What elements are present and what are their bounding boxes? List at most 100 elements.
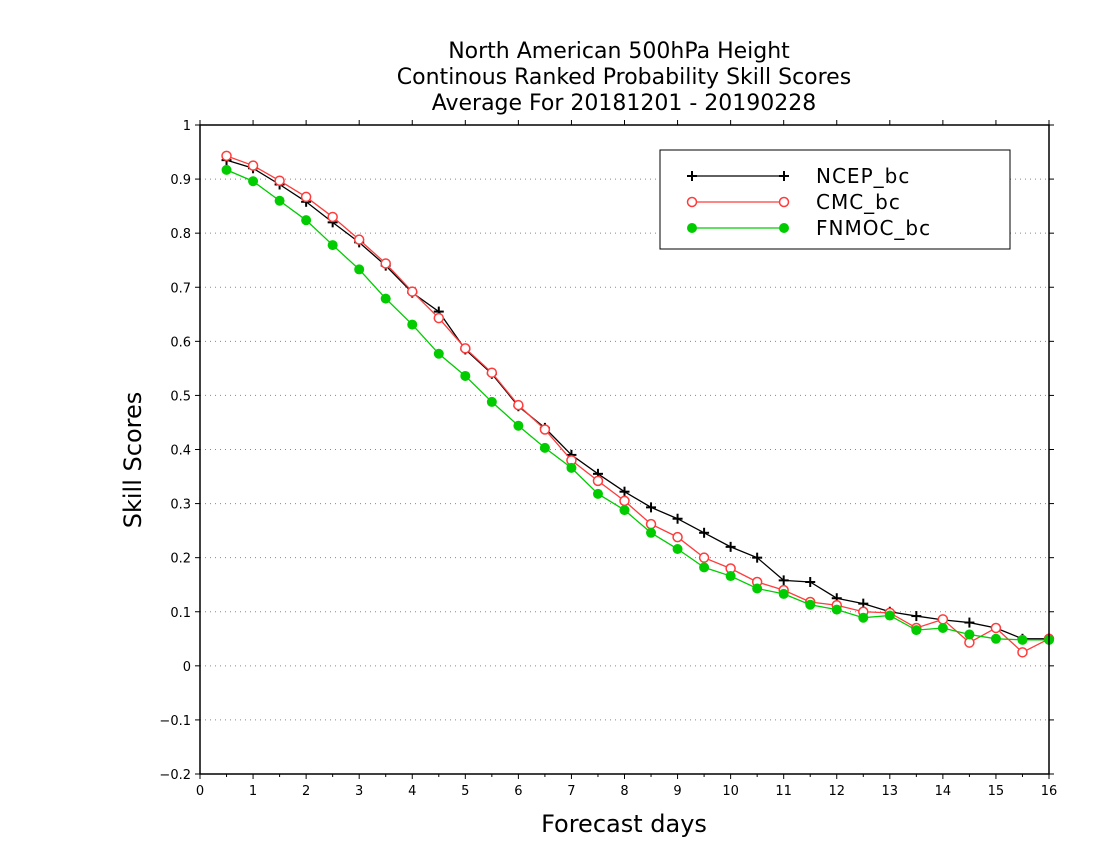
data-point bbox=[725, 541, 736, 552]
title-line-1: North American 500hPa Height bbox=[448, 39, 790, 64]
y-axis: −0.2 −0.1 0 0.1 0.2 0.3 0.4 0.5 0.6 0.7 0.8 0.9 1 bbox=[159, 119, 1054, 783]
data-point bbox=[486, 367, 498, 378]
x-tick-label: 0 bbox=[196, 784, 204, 799]
data-point bbox=[592, 475, 604, 487]
data-point bbox=[566, 462, 577, 473]
x-tick-label: 14 bbox=[935, 784, 952, 799]
data-point bbox=[433, 312, 445, 324]
y-tick-label: −0.2 bbox=[159, 768, 191, 783]
legend-item: FNMOC_bc bbox=[687, 216, 931, 240]
data-point bbox=[990, 633, 1001, 644]
data-point bbox=[327, 211, 338, 223]
x-tick-label: 7 bbox=[567, 784, 575, 799]
data-point bbox=[964, 617, 975, 628]
data-point bbox=[460, 343, 471, 354]
data-point bbox=[699, 527, 710, 538]
data-point bbox=[433, 348, 444, 359]
data-point bbox=[619, 486, 630, 497]
data-point bbox=[513, 420, 524, 431]
data-point bbox=[725, 571, 736, 582]
data-point bbox=[247, 160, 259, 171]
x-tick-label: 10 bbox=[722, 784, 739, 799]
x-tick-label: 11 bbox=[775, 784, 792, 799]
y-tick-label: 0 bbox=[183, 660, 191, 675]
series-cmc-bc bbox=[221, 150, 1055, 658]
data-point bbox=[327, 240, 338, 251]
legend-item: NCEP_bc bbox=[687, 164, 910, 188]
data-point bbox=[353, 234, 365, 245]
legend-marker bbox=[687, 171, 697, 181]
y-tick-label: 1 bbox=[183, 119, 191, 134]
data-point bbox=[964, 629, 975, 640]
data-point bbox=[619, 495, 630, 507]
data-point bbox=[698, 552, 710, 563]
data-point bbox=[221, 150, 232, 162]
y-tick-label: 0.7 bbox=[170, 281, 191, 296]
data-point bbox=[937, 614, 949, 625]
data-point bbox=[645, 518, 657, 530]
x-tick-label: 9 bbox=[673, 784, 681, 799]
data-point bbox=[407, 286, 418, 297]
data-point bbox=[539, 424, 551, 435]
data-point bbox=[513, 399, 524, 411]
data-point bbox=[221, 164, 232, 175]
data-point bbox=[354, 264, 365, 275]
y-tick-label: 0.5 bbox=[170, 389, 191, 404]
data-point bbox=[646, 527, 657, 538]
x-tick-label: 1 bbox=[249, 784, 257, 799]
data-point bbox=[672, 531, 683, 543]
y-axis-label: Skill Scores bbox=[119, 392, 147, 529]
y-tick-label: 0.2 bbox=[170, 552, 191, 567]
data-point bbox=[884, 610, 895, 621]
data-point bbox=[592, 488, 603, 499]
data-point bbox=[672, 544, 683, 555]
data-point bbox=[486, 396, 497, 407]
data-point bbox=[274, 195, 285, 206]
legend-label: FNMOC_bc bbox=[816, 216, 931, 240]
data-point bbox=[778, 588, 789, 599]
title-line-2: Continous Ranked Probability Skill Score… bbox=[397, 65, 851, 90]
series-layer bbox=[221, 150, 1055, 658]
data-point bbox=[1017, 647, 1028, 658]
y-tick-label: 0.1 bbox=[170, 606, 191, 621]
data-point bbox=[911, 625, 922, 636]
data-point bbox=[752, 552, 763, 563]
data-point bbox=[248, 176, 259, 187]
chart-title: North American 500hPa Height Continous R… bbox=[397, 39, 851, 116]
x-tick-label: 6 bbox=[514, 784, 522, 799]
legend-marker bbox=[687, 223, 697, 233]
data-point bbox=[380, 258, 391, 269]
data-point bbox=[672, 513, 683, 524]
title-line-3: Average For 20181201 - 20190228 bbox=[432, 91, 817, 116]
x-tick-label: 4 bbox=[408, 784, 416, 799]
data-point bbox=[460, 370, 471, 381]
y-tick-label: 0.6 bbox=[170, 335, 191, 350]
legend-label: NCEP_bc bbox=[816, 164, 910, 188]
series-line bbox=[226, 169, 1049, 641]
legend-marker bbox=[778, 196, 790, 208]
grid bbox=[200, 178, 1049, 721]
data-point bbox=[805, 599, 816, 610]
x-tick-label: 5 bbox=[461, 784, 469, 799]
y-tick-label: 0.9 bbox=[170, 173, 191, 188]
legend-marker bbox=[779, 223, 789, 233]
x-tick-label: 12 bbox=[828, 784, 845, 799]
data-point bbox=[911, 611, 922, 622]
y-tick-label: 0.3 bbox=[170, 498, 191, 513]
data-point bbox=[699, 562, 710, 573]
legend-marker bbox=[686, 196, 698, 208]
data-point bbox=[805, 577, 816, 588]
legend-marker bbox=[779, 171, 789, 181]
y-tick-label: 0.4 bbox=[170, 444, 191, 459]
data-point bbox=[301, 215, 312, 226]
y-tick-label: −0.1 bbox=[159, 714, 191, 729]
data-point bbox=[752, 583, 763, 594]
data-point bbox=[380, 293, 391, 304]
data-point bbox=[300, 191, 312, 203]
x-axis-label: Forecast days bbox=[541, 810, 707, 838]
data-point bbox=[407, 319, 418, 330]
x-axis: 0 1 2 3 4 5 6 7 8 9 10 11 12 13 14 15 16 bbox=[196, 120, 1057, 799]
